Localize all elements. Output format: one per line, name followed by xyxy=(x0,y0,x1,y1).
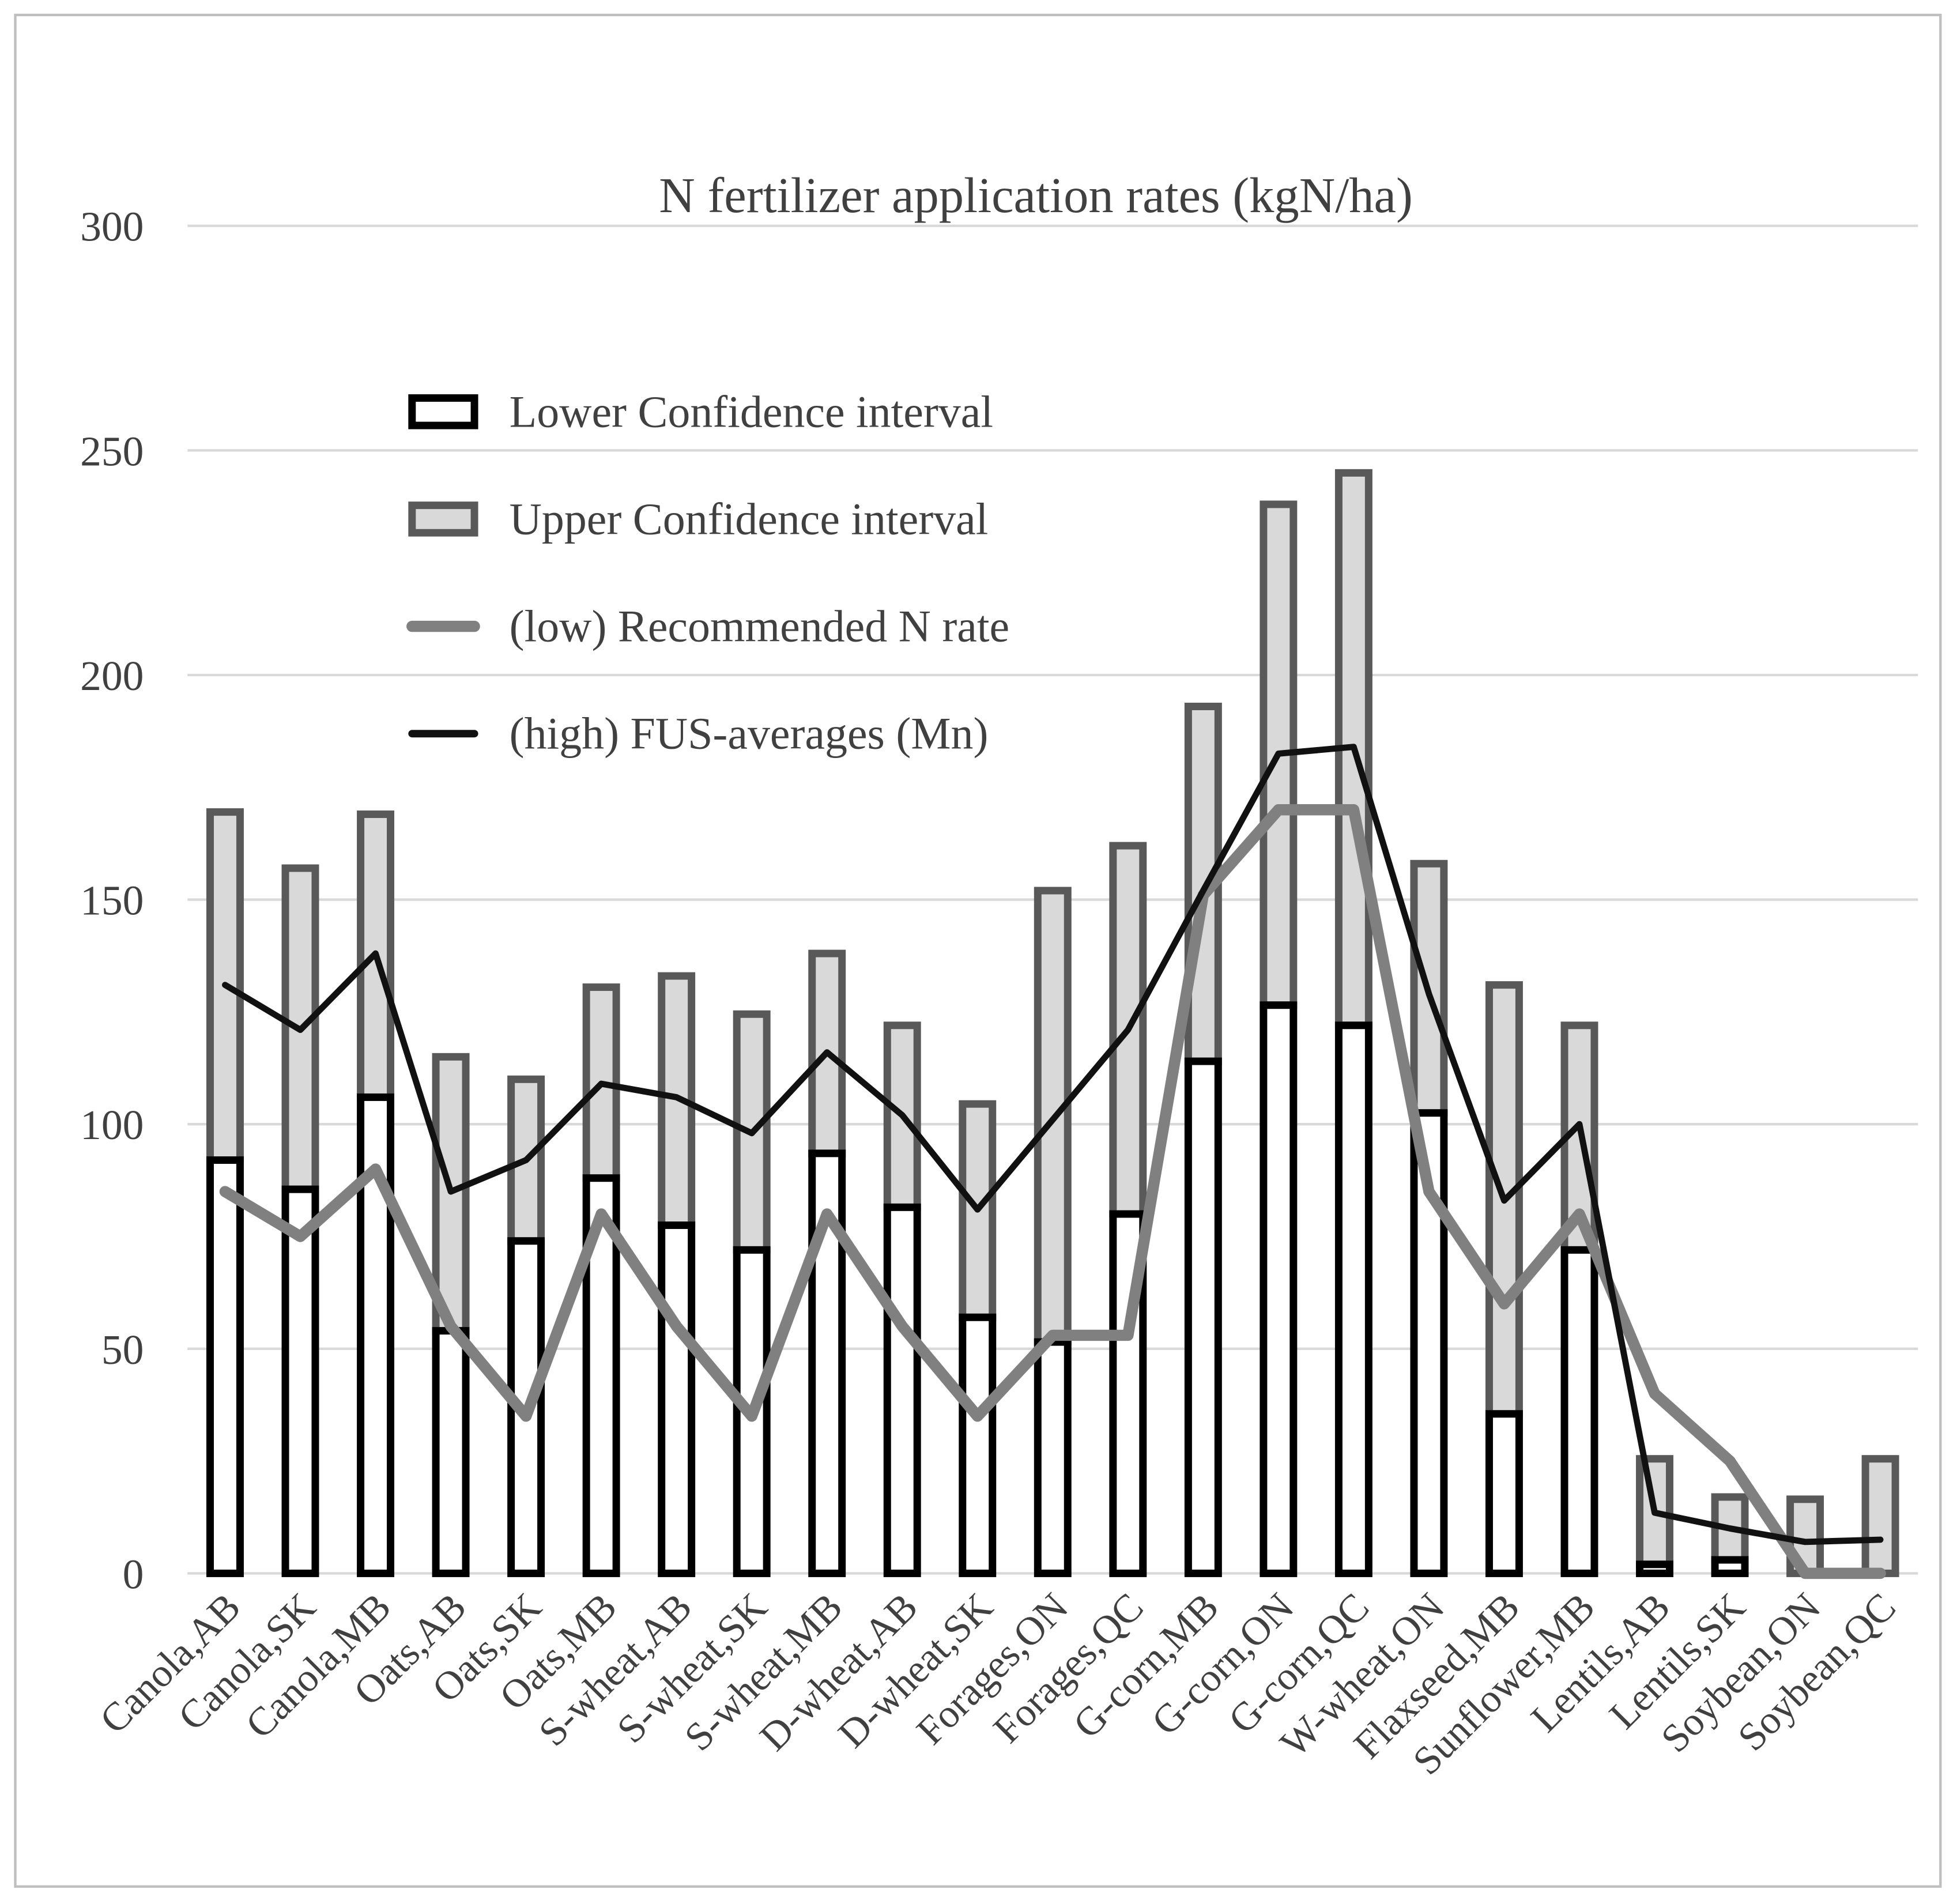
lower-ci-bar xyxy=(432,1327,470,1577)
y-tick-label: 150 xyxy=(80,877,144,924)
lines xyxy=(219,744,1886,1579)
upper-ci-bar xyxy=(1861,1455,1899,1577)
lower-ci-bar xyxy=(1260,1001,1298,1577)
legend-label: (low) Recommended N rate xyxy=(510,602,1009,651)
lower-ci-bar xyxy=(1560,1246,1598,1577)
y-tick-label: 100 xyxy=(80,1101,144,1148)
legend-label: Lower Confidence interval xyxy=(510,387,993,436)
lower-ci-bar xyxy=(1034,1338,1072,1577)
lower-ci-bar xyxy=(1711,1556,1749,1577)
lower-ci-bar xyxy=(1636,1560,1673,1577)
chart-title: N fertilizer application rates (kgN/ha) xyxy=(659,168,1412,223)
y-tick-label: 50 xyxy=(101,1326,144,1373)
legend-label: Upper Confidence interval xyxy=(510,494,989,544)
legend-swatch-upper-ci xyxy=(408,502,478,537)
legend-label: (high) FUS-averages (Mn) xyxy=(510,709,989,759)
recommended-n-rate-line xyxy=(219,804,1886,1579)
lower-ci-bar xyxy=(1334,1021,1372,1577)
legend: Lower Confidence interval Upper Confidenc… xyxy=(406,387,1009,759)
y-tick-label: 200 xyxy=(80,652,144,699)
fus-averages-line xyxy=(222,744,1884,1545)
x-axis-ticks: Canola,ABCanola,SKCanola,MBOats,ABOats,S… xyxy=(91,1584,1904,1783)
legend-swatch-lower-ci xyxy=(408,394,478,429)
y-tick-label: 250 xyxy=(80,427,144,474)
y-tick-label: 0 xyxy=(123,1550,144,1597)
lower-ci-bar xyxy=(281,1185,319,1577)
lower-ci-bar xyxy=(959,1313,997,1577)
lower-ci-bar xyxy=(658,1221,696,1577)
lower-ci-bar xyxy=(1109,1210,1147,1577)
y-tick-label: 300 xyxy=(80,203,144,250)
lower-ci-bar xyxy=(1485,1410,1523,1577)
lower-ci-bar xyxy=(883,1203,921,1577)
lower-ci-bar xyxy=(206,1156,244,1577)
lower-ci-bar xyxy=(1184,1057,1222,1577)
lower-ci-bar xyxy=(582,1174,620,1577)
y-axis-ticks: 0 50 100 150 200 250 300 xyxy=(80,203,144,1598)
